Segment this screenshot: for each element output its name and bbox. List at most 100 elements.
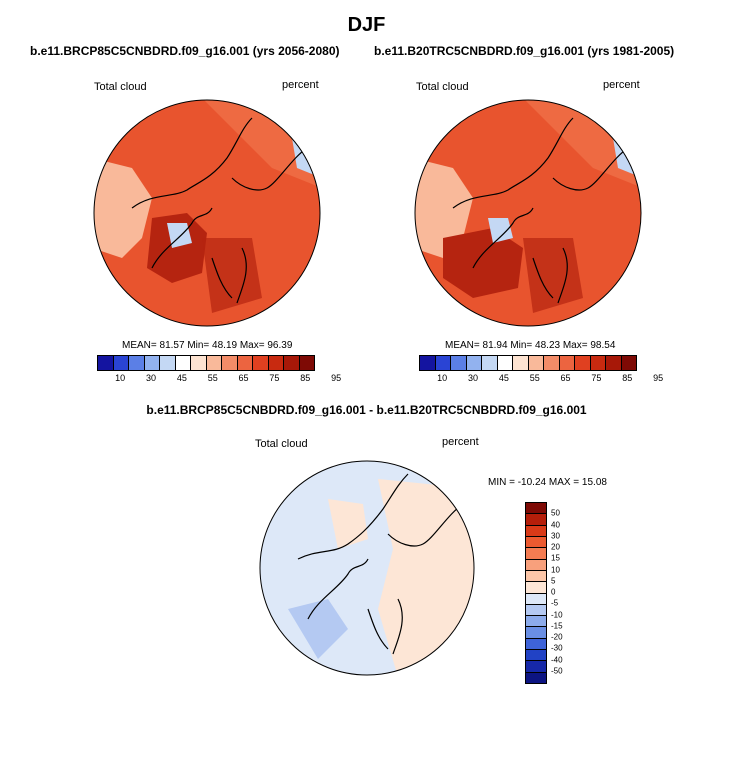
left-map-coastlines: [131, 117, 308, 304]
colorbar-swatch: [222, 356, 238, 370]
colorbar-tick-label: 75: [591, 373, 602, 383]
right-map-min-region: [488, 218, 513, 243]
colorbar-tick-label: 95: [331, 373, 342, 383]
diff-polar-map: [259, 460, 475, 676]
colorbar-tick-label: 85: [300, 373, 311, 383]
right-map-atlantic-high: [523, 238, 583, 313]
colorbar-tick-label: 10: [115, 373, 126, 383]
colorbar-swatch: [526, 650, 546, 662]
colorbar-swatch: [268, 356, 284, 370]
right-units-label: percent: [603, 79, 640, 91]
diff-colorbar: [525, 502, 547, 684]
colorbar-swatch: [435, 356, 451, 370]
left-panel-title: b.e11.BRCP85C5CNBDRD.f09_g16.001 (yrs 20…: [30, 44, 340, 58]
colorbar-swatch: [113, 356, 129, 370]
colorbar-tick-label: 75: [269, 373, 280, 383]
colorbar-swatch: [575, 356, 591, 370]
colorbar-tick-label: 30: [551, 531, 560, 541]
colorbar-swatch: [544, 356, 560, 370]
colorbar-swatch: [284, 356, 300, 370]
colorbar-swatch: [526, 582, 546, 594]
colorbar-tick-label: 20: [551, 542, 560, 552]
colorbar-tick-label: 10: [437, 373, 448, 383]
colorbar-swatch: [513, 356, 529, 370]
colorbar-tick-label: 85: [622, 373, 633, 383]
right-stats: MEAN= 81.94 Min= 48.23 Max= 98.54: [445, 340, 616, 351]
colorbar-swatch: [237, 356, 253, 370]
diff-map-negative: [288, 599, 348, 659]
colorbar-swatch: [420, 356, 436, 370]
colorbar-swatch: [482, 356, 498, 370]
right-map-greenland: [443, 228, 523, 298]
colorbar-swatch: [526, 536, 546, 549]
colorbar-swatch: [526, 672, 546, 683]
colorbar-tick-label: 55: [207, 373, 218, 383]
colorbar-tick-label: 15: [551, 553, 560, 563]
right-map-pacific-low: [415, 158, 473, 258]
colorbar-tick-label: 5: [551, 576, 556, 586]
colorbar-swatch: [191, 356, 207, 370]
colorbar-tick-label: 65: [238, 373, 249, 383]
colorbar-swatch: [451, 356, 467, 370]
left-map-pacific-low: [94, 158, 152, 258]
right-colorbar: [419, 355, 637, 371]
right-panel-title: b.e11.B20TRC5CNBDRD.f09_g16.001 (yrs 198…: [374, 44, 675, 58]
colorbar-tick-label: -50: [551, 666, 563, 676]
colorbar-tick-label: 65: [560, 373, 571, 383]
diff-map-positive: [378, 479, 474, 675]
left-map-atlantic-high: [202, 238, 262, 313]
colorbar-swatch: [526, 525, 546, 537]
colorbar-tick-label: -15: [551, 621, 563, 631]
diff-panel-title: b.e11.BRCP85C5CNBDRD.f09_g16.001 - b.e11…: [146, 403, 587, 417]
main-title: DJF: [347, 14, 386, 36]
colorbar-swatch: [160, 356, 176, 370]
left-stats: MEAN= 81.57 Min= 48.19 Max= 96.39: [122, 340, 293, 351]
colorbar-tick-label: 50: [551, 508, 560, 518]
colorbar-swatch: [526, 548, 546, 560]
colorbar-tick-label: 40: [551, 520, 560, 529]
colorbar-tick-label: 95: [653, 373, 664, 383]
colorbar-swatch: [528, 356, 544, 370]
colorbar-swatch: [175, 356, 191, 370]
colorbar-tick-label: 30: [467, 373, 479, 383]
colorbar-swatch: [144, 356, 160, 370]
colorbar-swatch: [621, 356, 636, 370]
colorbar-tick-label: 55: [529, 373, 540, 383]
colorbar-swatch: [299, 356, 314, 370]
colorbar-tick-label: 30: [145, 373, 157, 383]
colorbar-swatch: [526, 570, 546, 583]
left-units-label: percent: [282, 79, 319, 91]
colorbar-swatch: [606, 356, 622, 370]
colorbar-tick-label: -10: [551, 610, 563, 619]
diff-stats: MIN = -10.24 MAX = 15.08: [488, 477, 607, 488]
colorbar-tick-label: 45: [176, 373, 187, 383]
colorbar-swatch: [526, 661, 546, 673]
right-variable-label: Total cloud: [416, 81, 469, 93]
left-variable-label: Total cloud: [94, 81, 147, 93]
colorbar-swatch: [526, 627, 546, 639]
colorbar-tick-label: 0: [551, 587, 556, 597]
colorbar-swatch: [526, 593, 546, 605]
colorbar-swatch: [129, 356, 145, 370]
colorbar-swatch: [526, 638, 546, 651]
colorbar-swatch: [497, 356, 513, 370]
colorbar-tick-label: 45: [498, 373, 509, 383]
right-map-coastlines: [452, 117, 629, 304]
colorbar-swatch: [526, 503, 546, 515]
colorbar-tick-label: -5: [551, 598, 559, 608]
colorbar-swatch: [526, 514, 546, 526]
colorbar-swatch: [253, 356, 269, 370]
colorbar-swatch: [526, 616, 546, 628]
colorbar-tick-label: -40: [551, 655, 563, 664]
left-colorbar: [97, 355, 315, 371]
colorbar-swatch: [466, 356, 482, 370]
colorbar-swatch: [559, 356, 575, 370]
diff-variable-label: Total cloud: [255, 438, 308, 450]
colorbar-tick-label: 10: [551, 565, 560, 574]
colorbar-swatch: [590, 356, 606, 370]
left-map-greenland: [147, 213, 207, 283]
right-polar-map: [414, 99, 642, 327]
colorbar-tick-label: -30: [551, 643, 563, 653]
left-polar-map: [93, 99, 321, 327]
colorbar-swatch: [206, 356, 222, 370]
